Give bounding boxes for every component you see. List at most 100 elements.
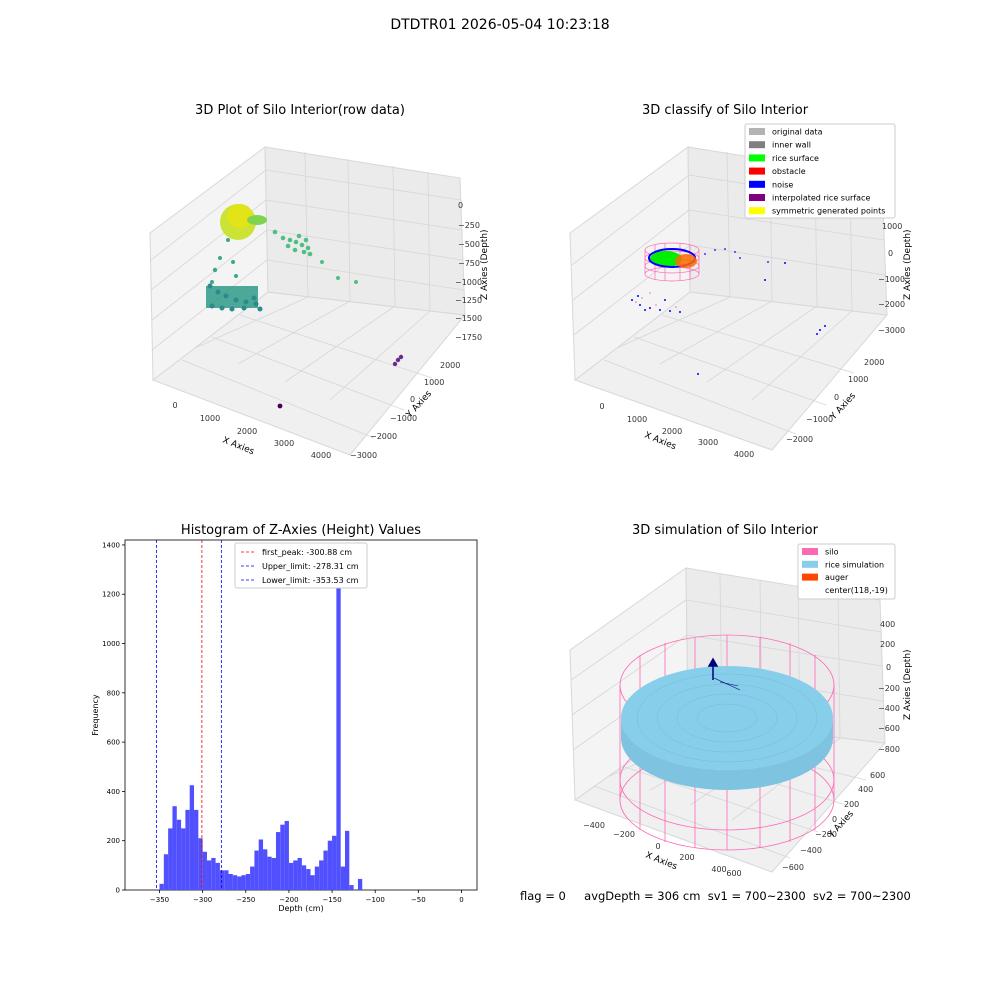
simulation-legend-frame <box>797 543 896 600</box>
histogram-bar <box>293 860 298 890</box>
histogram-bar <box>245 873 251 890</box>
raw-z-tick: −1500 <box>455 314 482 323</box>
histogram-bar <box>288 862 294 890</box>
legend-label: inner wall <box>772 141 811 150</box>
histogram-bar <box>198 838 203 890</box>
simulation-y-axis-label: Y Axies <box>826 809 856 841</box>
legend-swatch <box>749 154 765 162</box>
classify-z-tick: 1000 <box>882 222 902 231</box>
raw-top-cluster-tail <box>247 215 267 225</box>
simulation-z-tick: −200 <box>878 684 900 693</box>
simulation-x-tick: 400 <box>711 865 726 874</box>
histogram-bar <box>181 828 186 890</box>
histogram-bar <box>310 875 315 890</box>
histogram-bar <box>301 865 307 890</box>
simulation-x-tick: −200 <box>613 830 635 839</box>
classify-obstacle-area <box>675 254 697 268</box>
histogram-chart: −350 −300 −250 −200 −150 −100 −50 0 0 200 400 600 8… <box>91 539 478 913</box>
classify-rice-surface <box>650 251 682 267</box>
raw-z-axis-label: Z Axies (Depth) <box>480 229 490 300</box>
histogram-bar <box>280 824 285 890</box>
histogram-y-tick: 1200 <box>102 591 120 599</box>
raw-z-tick: −250 <box>458 221 480 230</box>
simulation-rice-surface <box>621 666 833 770</box>
classify-x-tick: 4000 <box>734 450 754 459</box>
legend-label: silo <box>825 548 839 557</box>
classify-y-tick: 1000 <box>848 375 868 384</box>
histogram-legend-frame <box>234 542 368 589</box>
histogram-y-tick: 600 <box>107 739 120 747</box>
classify-legend: original data inner wall rice surface obsta… <box>744 123 896 219</box>
histogram-bar <box>194 809 199 890</box>
simulation-auger <box>707 657 741 691</box>
legend-label: interpolated rice surface <box>772 194 870 203</box>
sv2-text: sv2 = 700~2300 <box>812 889 911 903</box>
histogram-bar <box>327 840 333 890</box>
simulation-y-tick: 600 <box>870 771 885 780</box>
simulation-rice-side <box>621 718 833 790</box>
classify-y-tick: 2000 <box>864 358 884 367</box>
histogram-bar <box>163 854 169 890</box>
raw-y-tick: 0 <box>410 395 415 404</box>
raw-z-tick: −1250 <box>455 296 482 305</box>
histogram-bar <box>219 870 225 890</box>
classify-y-ticks: −2000 −1000 0 1000 2000 <box>786 358 884 444</box>
histogram-y-tick: 800 <box>107 689 120 697</box>
histogram-x-tick: −300 <box>193 896 212 904</box>
histogram-bar <box>159 883 164 890</box>
histogram-y-tick: 1000 <box>102 640 120 648</box>
histogram-y-tick: 0 <box>116 887 120 895</box>
raw-y-tick: −2000 <box>370 432 397 441</box>
simulation-x-tick: 200 <box>679 853 694 862</box>
histogram-bar <box>215 862 220 890</box>
raw-upper-ring <box>272 229 358 284</box>
classify-z-tick: 0 <box>888 249 893 258</box>
classify-z-tick: −1000 <box>878 275 905 284</box>
simulation-z-axis-label: Z Axies (Depth) <box>903 649 913 720</box>
histogram-bar <box>241 875 246 890</box>
legend-swatch <box>749 180 765 188</box>
histogram-bar <box>168 828 173 890</box>
histogram-bar <box>185 809 190 890</box>
classify-x-ticks: 0 1000 2000 3000 4000 <box>599 402 754 459</box>
classify-inner-wall-points <box>635 292 677 308</box>
simulation-x-tick: 0 <box>655 842 660 851</box>
histogram-bar <box>284 820 289 890</box>
histogram-bar <box>314 866 320 890</box>
legend-swatch <box>749 128 765 135</box>
histogram-bar <box>349 885 354 890</box>
simulation-y-tick: 200 <box>844 800 859 809</box>
sv1-text: sv1 = 700~2300 <box>707 889 806 903</box>
histogram-x-tick: −100 <box>366 896 385 904</box>
histogram-bar <box>263 849 268 890</box>
simulation-y-tick: −200 <box>815 830 837 839</box>
raw-z-tick: −500 <box>458 240 480 249</box>
histogram-bar <box>189 785 195 890</box>
simulation-y-tick: 0 <box>832 815 837 824</box>
histogram-bar <box>228 873 233 890</box>
histogram-x-tick: 0 <box>459 896 463 904</box>
histogram-bar <box>275 832 281 890</box>
classify-y-axis-label: Y Axies <box>828 391 858 423</box>
raw-y-tick: 1000 <box>424 378 444 387</box>
histogram-bar <box>258 839 264 890</box>
histogram-x-tick: −50 <box>411 896 426 904</box>
classify-z-ticks: 1000 0 −1000 −2000 −3000 <box>878 222 905 335</box>
raw-x-tick: 1000 <box>200 414 220 423</box>
legend-label: original data <box>772 128 823 137</box>
simulation-y-tick: −600 <box>782 863 804 872</box>
raw-mid-points <box>210 238 238 284</box>
classify-x-tick: 3000 <box>698 438 718 447</box>
legend-swatch <box>802 548 818 555</box>
simulation-plot-title: 3D simulation of Silo Interior <box>632 523 818 538</box>
classify-y-tick: −2000 <box>786 435 813 444</box>
raw-z-ticks: 0 −250 −500 −750 −1000 −1250 −1500 −1750 <box>455 201 482 342</box>
raw-y-tick: −3000 <box>350 451 377 460</box>
histogram-y-tick: 1400 <box>102 541 120 549</box>
raw-back-pane <box>264 146 466 316</box>
raw-y-tick: 2000 <box>440 361 460 370</box>
simulation-z-tick: −800 <box>878 745 900 754</box>
raw-top-cluster-core <box>227 204 253 228</box>
page-title: DTDTR01 2026-05-04 10:23:18 <box>390 17 610 33</box>
simulation-z-tick: 400 <box>880 620 895 629</box>
